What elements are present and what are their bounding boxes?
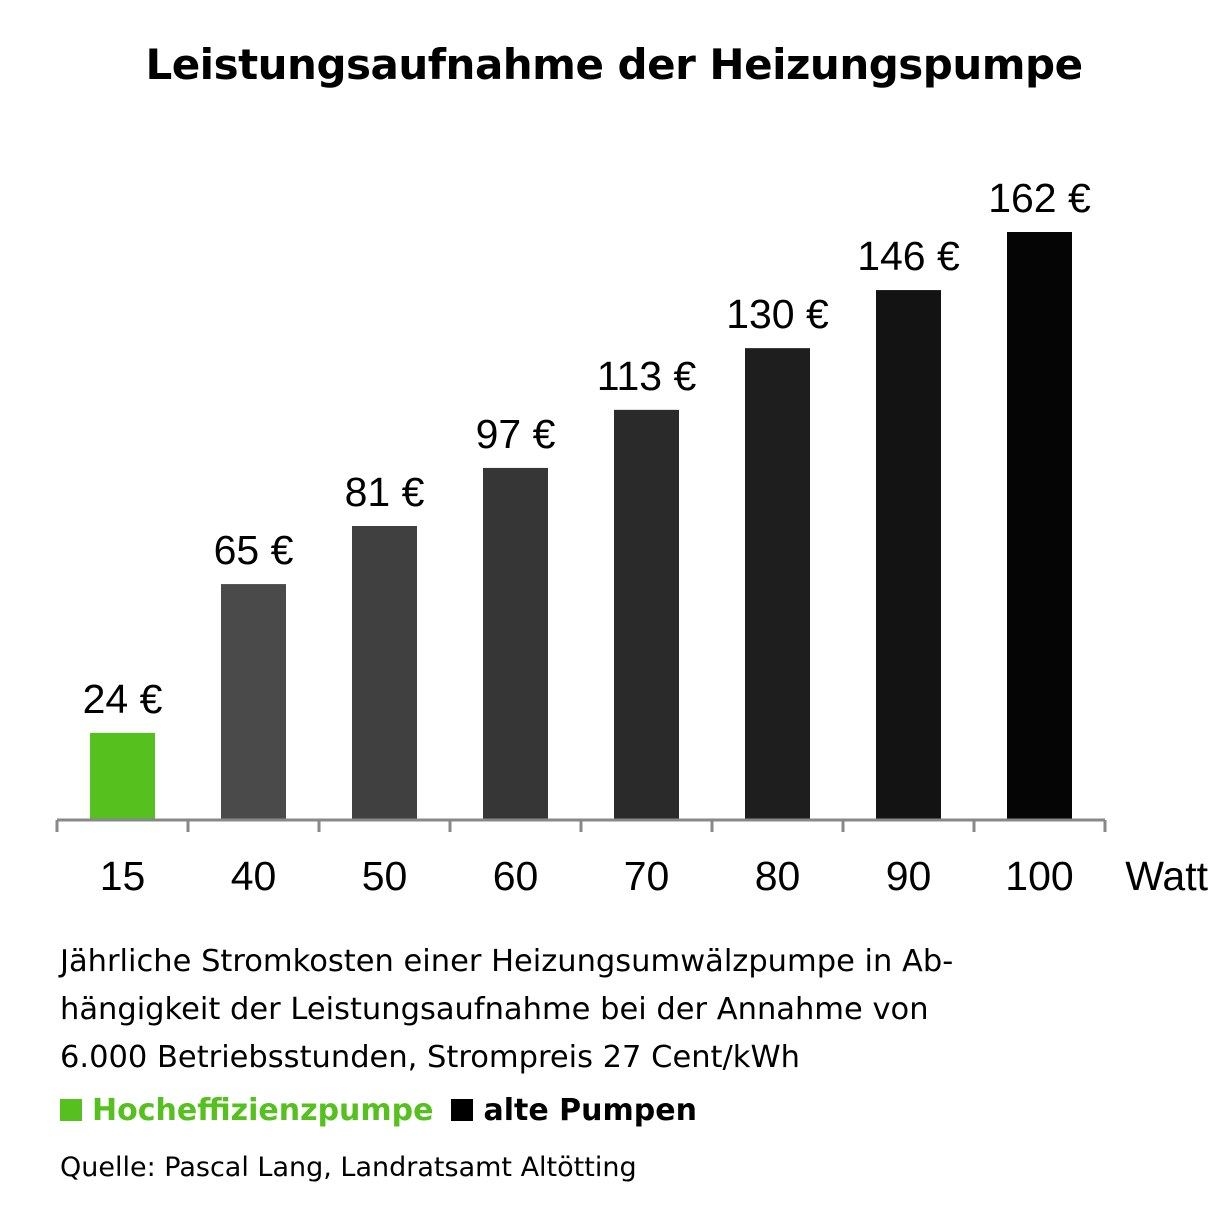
x-tick-label: 80 xyxy=(755,853,801,899)
legend-label: alte Pumpen xyxy=(483,1092,697,1128)
data-label: 130 € xyxy=(726,291,829,337)
chart-legend: Hocheffizienzpumpe alte Pumpen xyxy=(60,1088,715,1132)
bar xyxy=(483,467,548,820)
x-tick-label: 15 xyxy=(100,853,146,899)
legend-item-hocheffizienzpumpe: Hocheffizienzpumpe xyxy=(60,1093,433,1128)
x-tick-label: 60 xyxy=(493,853,539,899)
source-note: Quelle: Pascal Lang, Landratsamt Altötti… xyxy=(60,1152,637,1183)
x-tick-label: 70 xyxy=(624,853,670,899)
x-tick-label: 90 xyxy=(886,853,932,899)
bar xyxy=(876,290,941,820)
caption-line: Jährliche Stromkosten einer Heizungsumwä… xyxy=(60,944,954,979)
bar xyxy=(1007,232,1072,820)
chart-caption: Jährliche Stromkosten einer Heizungsumwä… xyxy=(60,938,1190,1082)
data-label: 162 € xyxy=(988,175,1091,221)
chart-title: Leistungsaufnahme der Heizungspumpe xyxy=(145,40,1083,89)
legend-swatch xyxy=(60,1099,82,1121)
bar xyxy=(221,584,286,820)
bar xyxy=(90,732,155,820)
bar xyxy=(614,409,679,820)
data-label: 24 € xyxy=(83,676,163,722)
data-label: 65 € xyxy=(214,527,294,573)
data-label: 97 € xyxy=(476,411,556,457)
x-axis-unit-label: Watt xyxy=(1125,853,1208,899)
data-label: 113 € xyxy=(597,353,697,399)
data-label: 146 € xyxy=(857,233,960,279)
data-label: 81 € xyxy=(345,469,425,515)
x-tick-label: 100 xyxy=(1005,853,1073,899)
x-tick-label: 40 xyxy=(231,853,277,899)
x-tick-label: 50 xyxy=(362,853,408,899)
caption-line: 6.000 Betriebsstunden, Strompreis 27 Cen… xyxy=(60,1040,800,1075)
bar-chart: 24 € 15 65 € 40 81 € 50 97 € 60 113 € 70 130 € 80 14… xyxy=(55,175,1209,899)
caption-line: hängigkeit der Leistungsaufnahme bei der… xyxy=(60,992,929,1027)
bar xyxy=(352,526,417,820)
legend-label: Hocheffizienzpumpe xyxy=(92,1092,434,1128)
legend-swatch xyxy=(451,1099,474,1121)
bar xyxy=(745,348,810,820)
legend-item-alte-pumpen: alte Pumpen xyxy=(451,1092,697,1128)
